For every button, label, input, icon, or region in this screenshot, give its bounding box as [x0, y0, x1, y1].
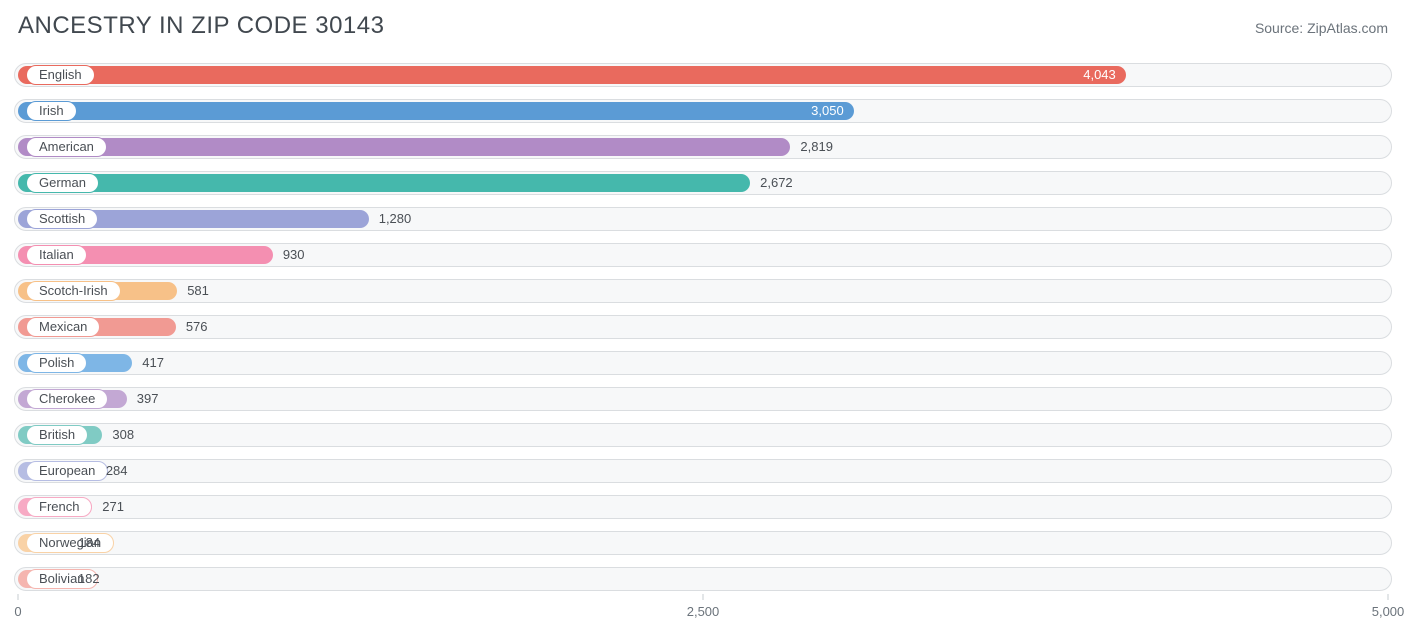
bar — [18, 138, 790, 156]
value-label: 581 — [187, 281, 209, 301]
axis-tick-label: 2,500 — [687, 604, 720, 619]
category-pill: American — [26, 137, 107, 157]
chart-wrapper: ANCESTRY IN ZIP CODE 30143 Source: ZipAt… — [0, 0, 1406, 644]
category-pill: Cherokee — [26, 389, 108, 409]
bar-row: German 2,672 — [14, 166, 1392, 200]
bar-track — [14, 279, 1392, 303]
category-pill: French — [26, 497, 92, 517]
value-label: 417 — [142, 353, 164, 373]
bar-row: Mexican 576 — [14, 310, 1392, 344]
header: ANCESTRY IN ZIP CODE 30143 Source: ZipAt… — [14, 12, 1392, 40]
bar-track — [14, 531, 1392, 555]
category-pill: Irish — [26, 101, 77, 121]
axis-tick-mark — [18, 594, 19, 600]
bar-row: Bolivian182 — [14, 562, 1392, 596]
source-attribution: Source: ZipAtlas.com — [1255, 20, 1388, 36]
value-label: 1,280 — [379, 209, 412, 229]
chart-title: ANCESTRY IN ZIP CODE 30143 — [18, 12, 384, 40]
category-pill: British — [26, 425, 88, 445]
category-pill: Norwegian — [26, 533, 114, 553]
bar-row: Scotch-Irish 581 — [14, 274, 1392, 308]
x-axis: 02,5005,000 — [14, 598, 1392, 628]
value-label: 284 — [106, 461, 128, 481]
bar-track — [14, 459, 1392, 483]
bar-track — [14, 495, 1392, 519]
category-pill: German — [26, 173, 99, 193]
value-label: 3,050 — [811, 101, 844, 121]
bar-row: Polish 417 — [14, 346, 1392, 380]
bar-row: American 2,819 — [14, 130, 1392, 164]
bar-track — [14, 423, 1392, 447]
bar-row: Norwegian184 — [14, 526, 1392, 560]
category-pill: Mexican — [26, 317, 100, 337]
bar-row: Irish 3,050 — [14, 94, 1392, 128]
category-pill: European — [26, 461, 108, 481]
value-label: 271 — [102, 497, 124, 517]
chart-area: English 4,043 Irish 3,050 American 2,819 Germa… — [14, 58, 1392, 618]
value-label: 2,819 — [800, 137, 833, 157]
value-label: 576 — [186, 317, 208, 337]
axis-tick-label: 0 — [14, 604, 21, 619]
bar — [18, 66, 1126, 84]
category-pill: Polish — [26, 353, 87, 373]
value-label: 308 — [112, 425, 134, 445]
axis-tick-mark — [1388, 594, 1389, 600]
value-label: 930 — [283, 245, 305, 265]
bar — [18, 174, 750, 192]
value-label: 182 — [78, 569, 100, 589]
bar-row: French 271 — [14, 490, 1392, 524]
axis-tick-mark — [703, 594, 704, 600]
category-pill: Italian — [26, 245, 87, 265]
bar-track — [14, 351, 1392, 375]
bar-row: English 4,043 — [14, 58, 1392, 92]
value-label: 2,672 — [760, 173, 793, 193]
bar-row: British 308 — [14, 418, 1392, 452]
category-pill: English — [26, 65, 95, 85]
bar-row: European284 — [14, 454, 1392, 488]
value-label: 4,043 — [1083, 65, 1116, 85]
bar-row: Scottish 1,280 — [14, 202, 1392, 236]
value-label: 184 — [78, 533, 100, 553]
bar-row: Cherokee 397 — [14, 382, 1392, 416]
bar — [18, 102, 854, 120]
value-label: 397 — [137, 389, 159, 409]
category-pill: Scotch-Irish — [26, 281, 121, 301]
bar-track — [14, 387, 1392, 411]
category-pill: Scottish — [26, 209, 98, 229]
bars-container: English 4,043 Irish 3,050 American 2,819 Germa… — [14, 58, 1392, 596]
axis-tick-label: 5,000 — [1372, 604, 1405, 619]
bar-track — [14, 567, 1392, 591]
bar-track — [14, 315, 1392, 339]
bar-row: Italian 930 — [14, 238, 1392, 272]
